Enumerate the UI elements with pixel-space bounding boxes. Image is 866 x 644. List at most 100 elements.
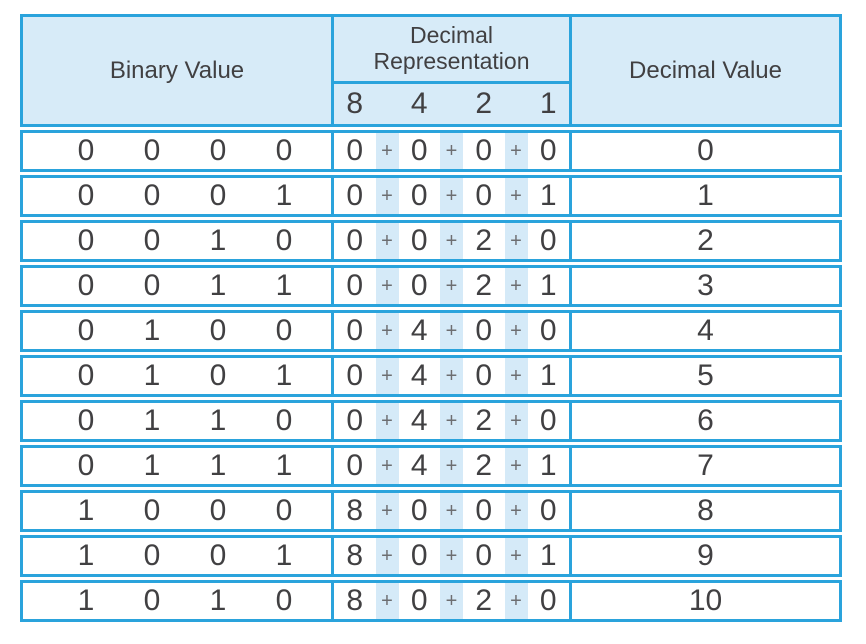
binary-digit: 1 <box>77 494 95 527</box>
plus-sign: + <box>375 268 399 304</box>
binary-cell: 0 1 0 0 <box>23 313 331 349</box>
addend: 2 <box>475 224 493 257</box>
addend: 0 <box>346 449 364 482</box>
binary-digit: 0 <box>77 224 95 257</box>
expansion-cell: 8 + 0 + 0 + 1 <box>331 538 572 574</box>
table-row: 0 0 1 0 0 + 0 + 2 + 0 2 <box>20 220 842 262</box>
addend: 8 <box>346 584 364 617</box>
addend: 0 <box>475 359 493 392</box>
plus-sign: + <box>375 538 399 574</box>
addend: 0 <box>410 224 428 257</box>
addend: 0 <box>410 179 428 212</box>
plus-sign: + <box>440 133 463 169</box>
binary-digit: 0 <box>275 404 293 437</box>
binary-digit: 0 <box>143 494 161 527</box>
expansion-cell: 0 + 4 + 2 + 0 <box>331 403 572 439</box>
place-value-4: 4 <box>410 87 428 120</box>
addend: 0 <box>539 224 557 257</box>
addend: 0 <box>410 584 428 617</box>
plus-sign: + <box>440 178 463 214</box>
table-row: 0 1 1 0 0 + 4 + 2 + 0 6 <box>20 400 842 442</box>
expansion-cell: 0 + 0 + 0 + 1 <box>331 178 572 214</box>
addend: 0 <box>346 179 364 212</box>
addend: 2 <box>475 584 493 617</box>
decimal-cell: 1 <box>697 179 714 212</box>
table-row: 0 1 1 1 0 + 4 + 2 + 1 7 <box>20 445 842 487</box>
plus-sign: + <box>504 493 528 529</box>
expansion-cell: 0 + 0 + 0 + 0 <box>331 133 572 169</box>
binary-digit: 0 <box>275 224 293 257</box>
decimal-cell: 10 <box>688 584 723 617</box>
addend: 0 <box>410 134 428 167</box>
decimal-cell: 5 <box>697 359 714 392</box>
binary-digit: 0 <box>209 539 227 572</box>
binary-cell: 0 0 0 0 <box>23 133 331 169</box>
binary-digit: 0 <box>77 269 95 302</box>
addend: 0 <box>475 314 493 347</box>
plus-sign: + <box>440 403 463 439</box>
plus-sign: + <box>375 133 399 169</box>
plus-sign: + <box>440 493 463 529</box>
place-value-8: 8 <box>346 87 364 120</box>
addend: 4 <box>410 314 428 347</box>
plus-sign: + <box>375 178 399 214</box>
expansion-cell: 0 + 4 + 2 + 1 <box>331 448 572 484</box>
binary-digit: 0 <box>209 359 227 392</box>
addend: 0 <box>346 134 364 167</box>
binary-cell: 1 0 1 0 <box>23 583 331 619</box>
table-row: 0 0 1 1 0 + 0 + 2 + 1 3 <box>20 265 842 307</box>
plus-sign: + <box>375 358 399 394</box>
addend: 0 <box>475 494 493 527</box>
addend: 0 <box>539 584 557 617</box>
binary-digit: 1 <box>143 314 161 347</box>
binary-cell: 0 1 0 1 <box>23 358 331 394</box>
binary-digit: 0 <box>275 314 293 347</box>
place-value-gap <box>376 84 399 124</box>
binary-digit: 0 <box>77 314 95 347</box>
header-decimal-value: Decimal Value <box>629 56 782 84</box>
binary-digit: 0 <box>143 179 161 212</box>
binary-decimal-table: Binary Value Decimal Representation 8 4 … <box>20 14 842 625</box>
expansion-cell: 0 + 4 + 0 + 1 <box>331 358 572 394</box>
binary-digit: 0 <box>209 494 227 527</box>
plus-sign: + <box>375 493 399 529</box>
decimal-cell: 2 <box>697 224 714 257</box>
addend: 2 <box>475 449 493 482</box>
addend: 0 <box>475 179 493 212</box>
addend: 0 <box>475 539 493 572</box>
addend: 2 <box>475 269 493 302</box>
header-decimal-representation: Decimal Representation 8 4 2 1 <box>331 17 572 124</box>
addend: 4 <box>410 449 428 482</box>
binary-digit: 1 <box>143 404 161 437</box>
expansion-cell: 0 + 0 + 2 + 0 <box>331 223 572 259</box>
binary-cell: 1 0 0 1 <box>23 538 331 574</box>
plus-sign: + <box>504 268 528 304</box>
addend: 0 <box>346 314 364 347</box>
binary-cell: 0 1 1 1 <box>23 448 331 484</box>
decimal-cell: 7 <box>697 449 714 482</box>
binary-digit: 1 <box>209 449 227 482</box>
table-row: 1 0 0 1 8 + 0 + 0 + 1 9 <box>20 535 842 577</box>
plus-sign: + <box>504 448 528 484</box>
plus-sign: + <box>440 448 463 484</box>
binary-digit: 1 <box>275 359 293 392</box>
plus-sign: + <box>504 223 528 259</box>
binary-digit: 1 <box>275 449 293 482</box>
addend: 0 <box>539 134 557 167</box>
plus-sign: + <box>375 583 399 619</box>
place-value-gap <box>440 84 463 124</box>
plus-sign: + <box>375 223 399 259</box>
addend: 0 <box>539 404 557 437</box>
expansion-cell: 0 + 4 + 0 + 0 <box>331 313 572 349</box>
addend: 0 <box>346 224 364 257</box>
plus-sign: + <box>504 313 528 349</box>
decimal-cell: 9 <box>697 539 714 572</box>
binary-digit: 1 <box>275 179 293 212</box>
plus-sign: + <box>375 403 399 439</box>
header-decimal-representation-title: Decimal Representation <box>334 17 569 84</box>
plus-sign: + <box>375 313 399 349</box>
binary-digit: 0 <box>143 134 161 167</box>
binary-cell: 0 0 1 0 <box>23 223 331 259</box>
plus-sign: + <box>440 268 463 304</box>
plus-sign: + <box>440 358 463 394</box>
